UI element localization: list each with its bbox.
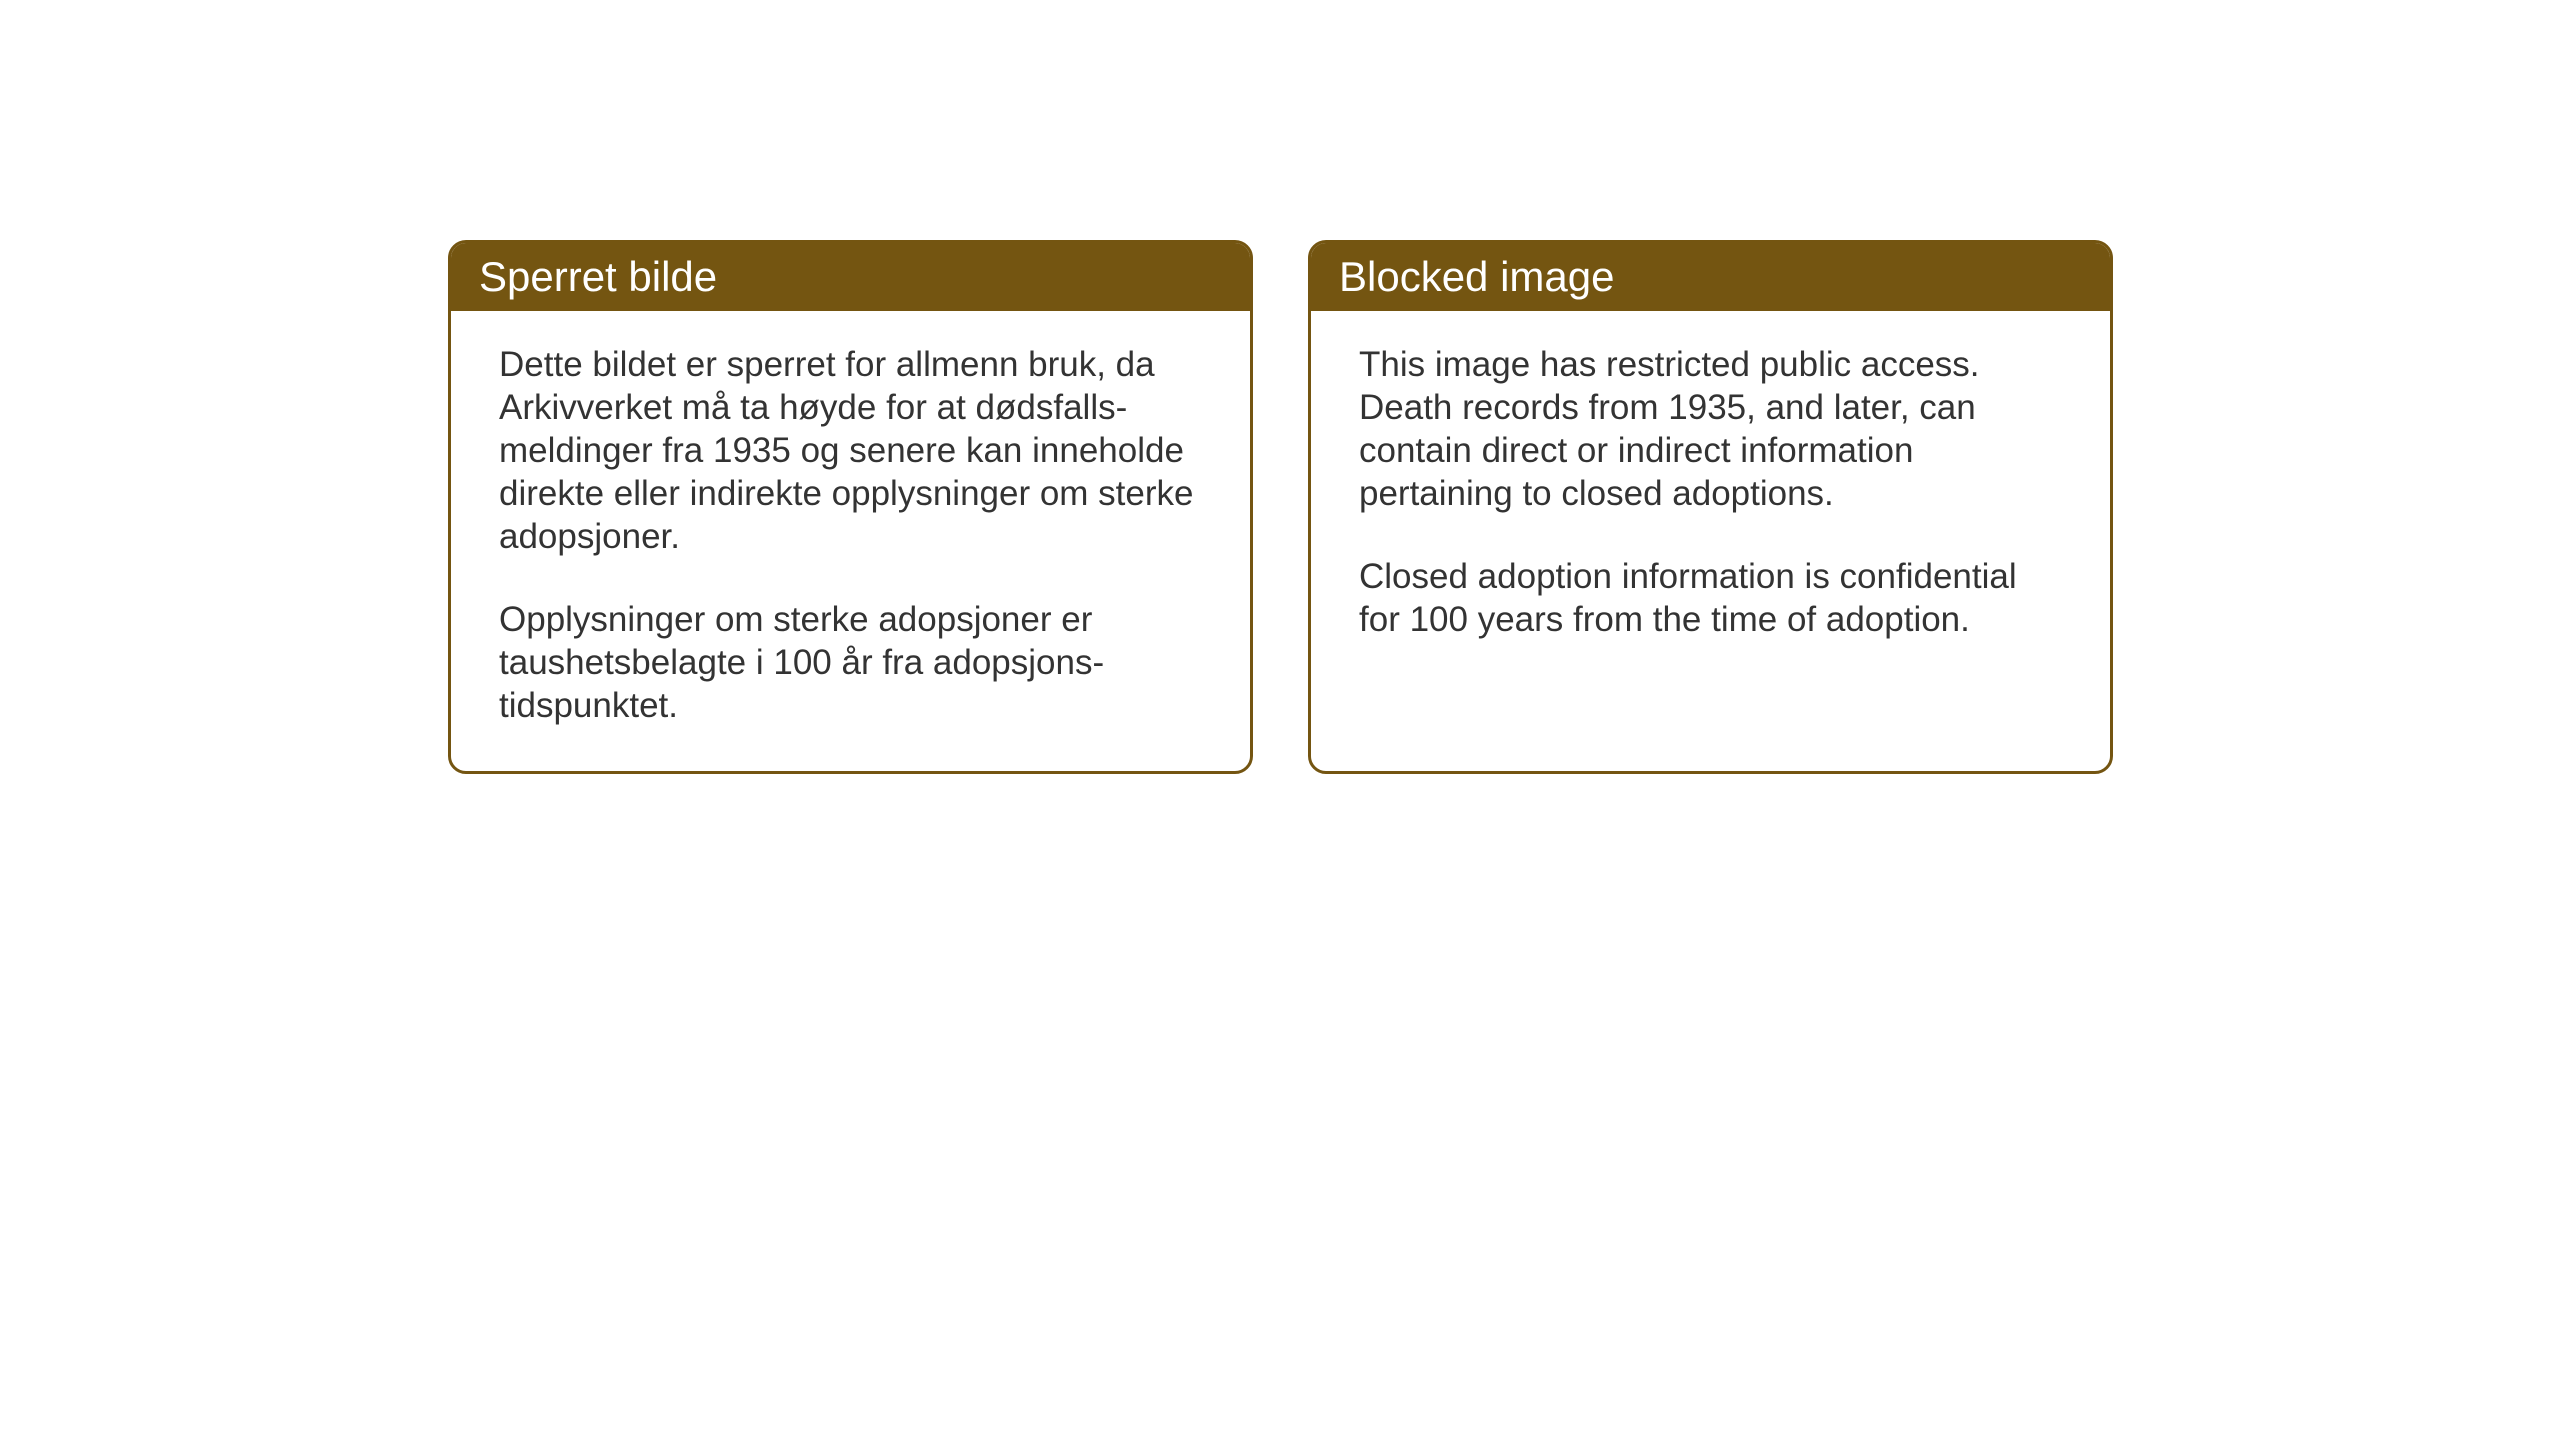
english-paragraph-1: This image has restricted public access.… (1359, 343, 2062, 515)
english-card-body: This image has restricted public access.… (1311, 311, 2110, 685)
norwegian-card-title: Sperret bilde (451, 243, 1250, 311)
norwegian-notice-card: Sperret bilde Dette bildet er sperret fo… (448, 240, 1253, 774)
english-notice-card: Blocked image This image has restricted … (1308, 240, 2113, 774)
notice-cards-container: Sperret bilde Dette bildet er sperret fo… (448, 240, 2113, 774)
english-card-title: Blocked image (1311, 243, 2110, 311)
norwegian-paragraph-2: Opplysninger om sterke adopsjoner er tau… (499, 598, 1202, 727)
norwegian-paragraph-1: Dette bildet er sperret for allmenn bruk… (499, 343, 1202, 558)
norwegian-card-body: Dette bildet er sperret for allmenn bruk… (451, 311, 1250, 771)
english-paragraph-2: Closed adoption information is confident… (1359, 555, 2062, 641)
